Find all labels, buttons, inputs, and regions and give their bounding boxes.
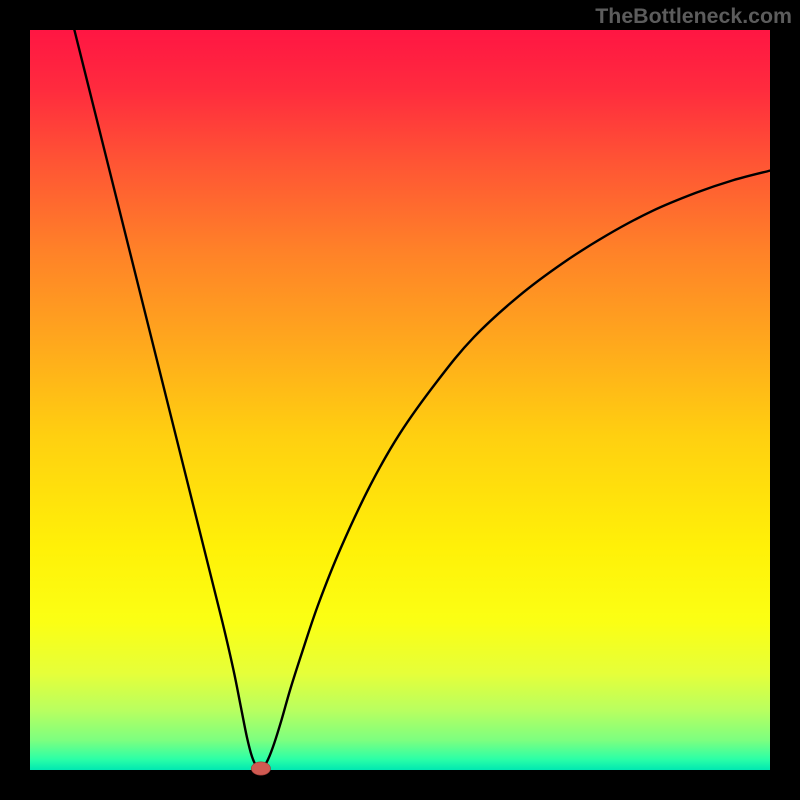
- figure-stage: TheBottleneck.com: [0, 0, 800, 800]
- bottleneck-chart: [0, 0, 800, 800]
- watermark-text: TheBottleneck.com: [595, 4, 792, 29]
- minimum-marker: [251, 762, 270, 775]
- plot-background: [30, 30, 770, 770]
